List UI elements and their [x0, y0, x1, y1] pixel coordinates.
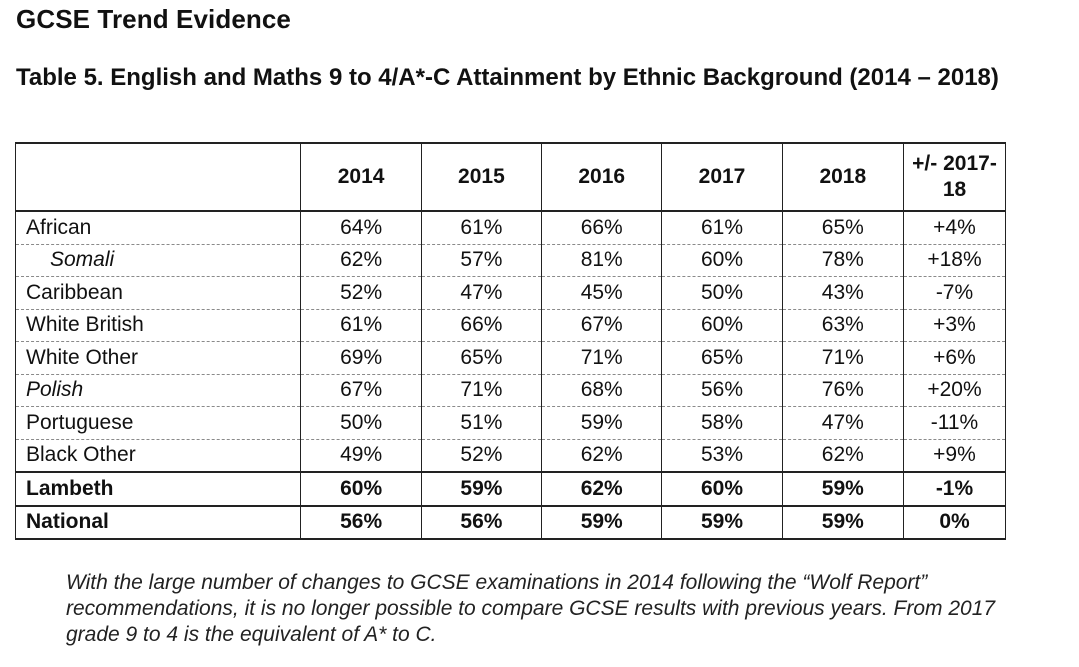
table-title: Table 5. English and Maths 9 to 4/A*-C A…	[16, 64, 999, 91]
cell-2017: 60%	[661, 309, 783, 342]
row-label: Black Other	[14, 439, 302, 473]
cell-2018: 43%	[781, 276, 904, 310]
table-row-caribbean: Caribbean 52% 47% 45% 50% 43% -7%	[14, 276, 1007, 310]
header-cell-change: +/- 2017-18	[902, 142, 1007, 212]
table-row-portuguese: Portuguese 50% 51% 59% 58% 47% -11%	[14, 406, 1007, 440]
table-row-white-british: White British 61% 66% 67% 60% 63% +3%	[14, 309, 1007, 342]
cell-2015: 59%	[420, 471, 543, 507]
table-row-polish: Polish 67% 71% 68% 56% 76% +20%	[14, 374, 1007, 407]
cell-2017: 50%	[661, 276, 783, 310]
cell-2018: 65%	[781, 211, 904, 245]
cell-2018: 76%	[781, 374, 904, 407]
cell-2016: 81%	[541, 244, 663, 277]
cell-change: +9%	[902, 439, 1007, 473]
cell-2018: 59%	[781, 505, 904, 540]
cell-change: -11%	[902, 406, 1007, 440]
cell-2016: 71%	[541, 341, 663, 375]
row-label: National	[14, 505, 302, 540]
cell-2018: 62%	[781, 439, 904, 473]
cell-2016: 59%	[541, 505, 663, 540]
header-cell-2015: 2015	[420, 142, 543, 212]
table-row-african: African 64% 61% 66% 61% 65% +4%	[14, 211, 1007, 245]
header-cell-2016: 2016	[541, 142, 663, 212]
row-label: Caribbean	[14, 276, 302, 310]
page-heading: GCSE Trend Evidence	[16, 4, 291, 34]
header-cell-2017: 2017	[661, 142, 783, 212]
cell-change: +18%	[902, 244, 1007, 277]
cell-2015: 51%	[420, 406, 543, 440]
row-label: Polish	[14, 374, 302, 407]
cell-2016: 67%	[541, 309, 663, 342]
table-row-somali: Somali 62% 57% 81% 60% 78% +18%	[14, 244, 1007, 277]
cell-change: +20%	[902, 374, 1007, 407]
cell-2015: 52%	[420, 439, 543, 473]
row-label: White Other	[14, 341, 302, 375]
cell-2017: 53%	[661, 439, 783, 473]
cell-2014: 69%	[300, 341, 422, 375]
table-row-black-other: Black Other 49% 52% 62% 53% 62% +9%	[14, 439, 1007, 473]
table-header-row: 2014 2015 2016 2017 2018 +/- 2017-18	[14, 142, 1007, 212]
cell-2018: 78%	[781, 244, 904, 277]
row-label: Somali	[14, 244, 302, 277]
header-cell-2014: 2014	[300, 142, 422, 212]
cell-2015: 61%	[420, 211, 543, 245]
cell-2016: 68%	[541, 374, 663, 407]
row-label: African	[14, 211, 302, 245]
cell-2017: 60%	[661, 244, 783, 277]
cell-2016: 66%	[541, 211, 663, 245]
table-row-white-other: White Other 69% 65% 71% 65% 71% +6%	[14, 341, 1007, 375]
cell-change: 0%	[902, 505, 1007, 540]
cell-2016: 45%	[541, 276, 663, 310]
attainment-table: 2014 2015 2016 2017 2018 +/- 2017-18 Afr…	[14, 142, 1007, 540]
cell-2014: 50%	[300, 406, 422, 440]
cell-change: +6%	[902, 341, 1007, 375]
cell-2018: 59%	[781, 471, 904, 507]
header-cell-blank	[14, 142, 302, 212]
cell-change: -1%	[902, 471, 1007, 507]
cell-2014: 60%	[300, 471, 422, 507]
cell-2014: 52%	[300, 276, 422, 310]
cell-2018: 63%	[781, 309, 904, 342]
cell-2015: 71%	[420, 374, 543, 407]
cell-2014: 56%	[300, 505, 422, 540]
table-row-lambeth: Lambeth 60% 59% 62% 60% 59% -1%	[14, 471, 1007, 507]
cell-2017: 58%	[661, 406, 783, 440]
cell-2014: 61%	[300, 309, 422, 342]
cell-2015: 65%	[420, 341, 543, 375]
cell-change: -7%	[902, 276, 1007, 310]
cell-2017: 59%	[661, 505, 783, 540]
cell-2017: 56%	[661, 374, 783, 407]
cell-2017: 61%	[661, 211, 783, 245]
cell-2018: 71%	[781, 341, 904, 375]
cell-2014: 49%	[300, 439, 422, 473]
cell-2016: 62%	[541, 471, 663, 507]
cell-2016: 59%	[541, 406, 663, 440]
cell-2014: 64%	[300, 211, 422, 245]
row-label: White British	[14, 309, 302, 342]
cell-2015: 47%	[420, 276, 543, 310]
cell-2014: 62%	[300, 244, 422, 277]
cell-change: +3%	[902, 309, 1007, 342]
cell-2015: 66%	[420, 309, 543, 342]
cell-2017: 60%	[661, 471, 783, 507]
cell-2017: 65%	[661, 341, 783, 375]
cell-2015: 57%	[420, 244, 543, 277]
cell-2018: 47%	[781, 406, 904, 440]
row-label: Lambeth	[14, 471, 302, 507]
row-label: Portuguese	[14, 406, 302, 440]
cell-change: +4%	[902, 211, 1007, 245]
header-cell-2018: 2018	[781, 142, 904, 212]
table-row-national: National 56% 56% 59% 59% 59% 0%	[14, 505, 1007, 540]
footnote: With the large number of changes to GCSE…	[66, 571, 996, 646]
cell-2015: 56%	[420, 505, 543, 540]
cell-2016: 62%	[541, 439, 663, 473]
cell-2014: 67%	[300, 374, 422, 407]
